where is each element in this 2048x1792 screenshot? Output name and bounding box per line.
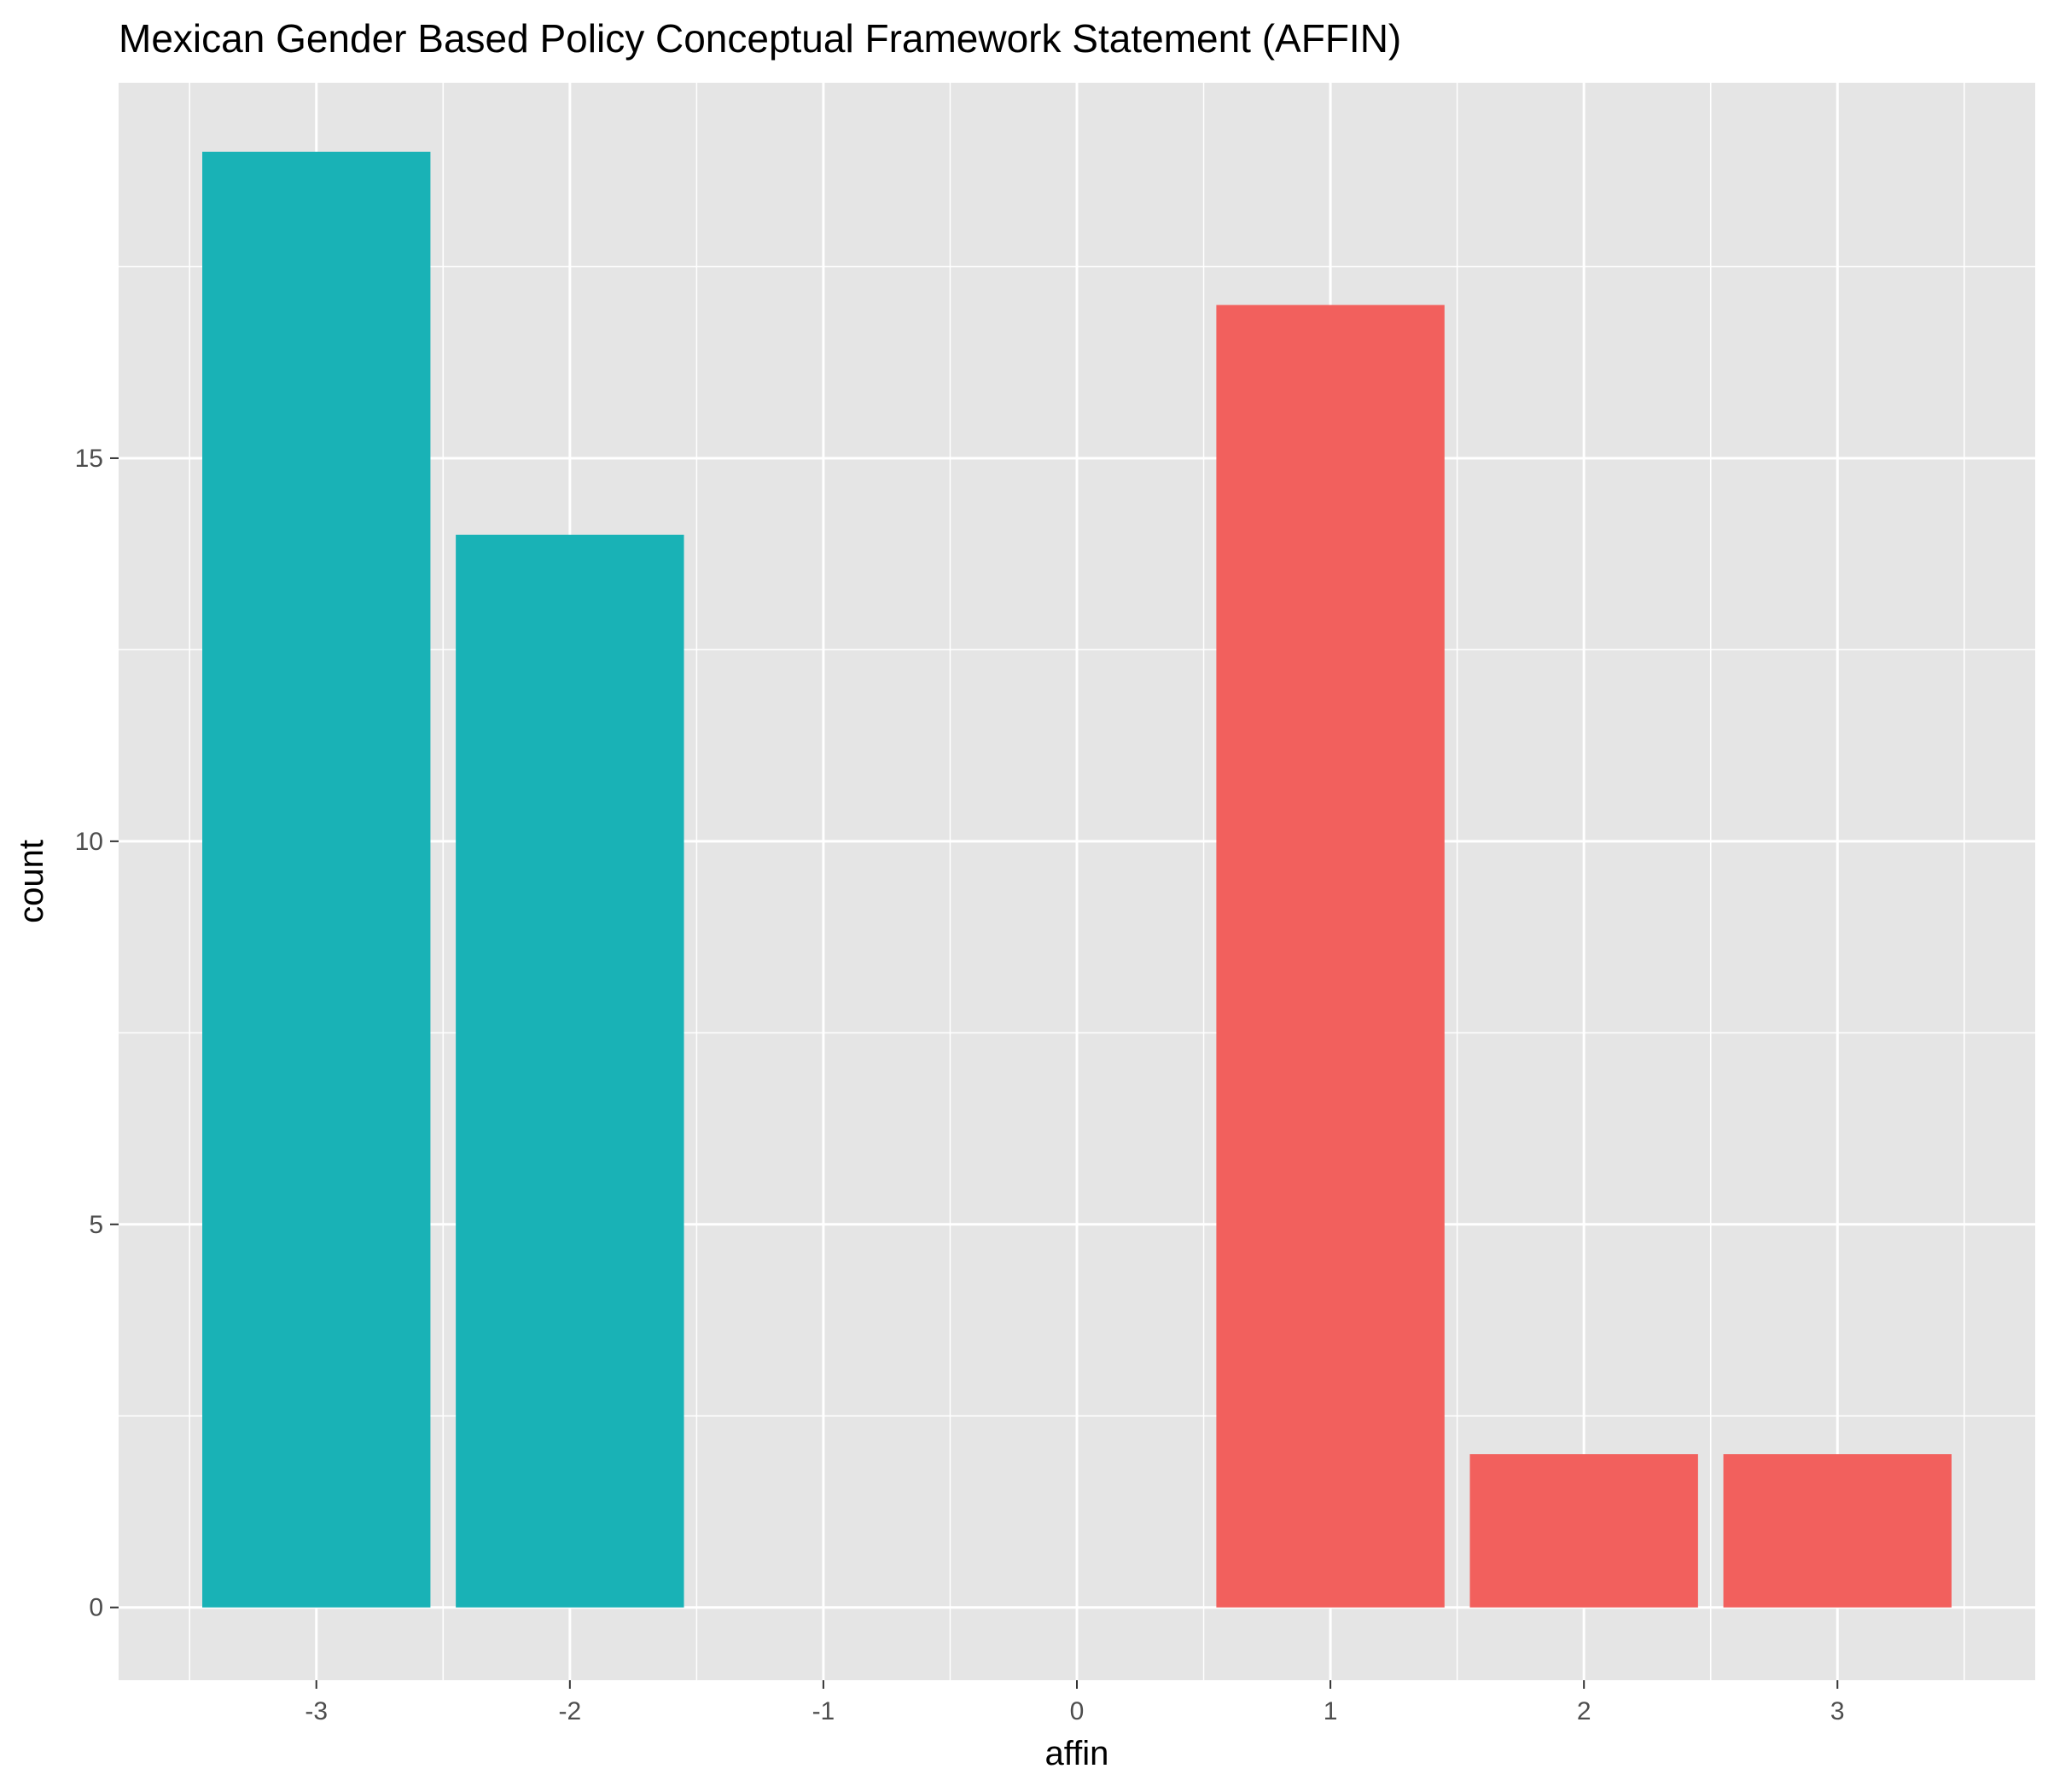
bar — [1723, 1454, 1952, 1608]
y-tick-label: 15 — [75, 445, 103, 473]
x-tick-label: -2 — [558, 1697, 581, 1725]
x-tick-label: -3 — [305, 1697, 328, 1725]
x-tick-label: 1 — [1324, 1697, 1338, 1725]
x-axis-title: affin — [1045, 1735, 1109, 1772]
bar — [1216, 305, 1445, 1608]
y-axis: 0 5 10 15 — [75, 445, 119, 1622]
y-tick-label: 5 — [89, 1211, 103, 1239]
bar — [456, 534, 684, 1608]
bar-series — [202, 151, 1952, 1608]
y-axis-title: count — [13, 840, 50, 923]
x-tick-label: 3 — [1830, 1697, 1845, 1725]
chart-title: Mexican Gender Based Policy Conceptual F… — [119, 16, 1401, 61]
x-tick-label: -1 — [812, 1697, 835, 1725]
y-tick-label: 0 — [89, 1594, 103, 1622]
bar — [1469, 1454, 1698, 1608]
x-tick-label: 2 — [1577, 1697, 1591, 1725]
x-tick-label: 0 — [1070, 1697, 1085, 1725]
y-tick-label: 10 — [75, 828, 103, 856]
bar — [202, 151, 431, 1608]
x-axis: -3 -2 -1 0 1 2 3 — [305, 1680, 1845, 1725]
